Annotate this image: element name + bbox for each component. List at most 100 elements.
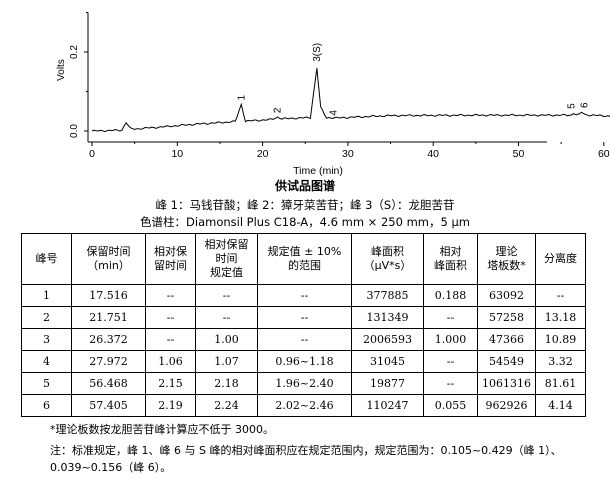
- table-row: 6 57.405 2.19 2.24 2.02~2.46 110247 0.055 96292…: [21, 394, 586, 417]
- x-tick-label: 0: [89, 148, 95, 160]
- peak-label: 4: [329, 110, 340, 116]
- table-cell: 1.06: [145, 350, 196, 373]
- column-header: 分离度: [535, 233, 586, 285]
- x-tick-label: 40: [427, 148, 439, 160]
- chromatogram: 0.00.2010203040506070 123(S)456 Volts Ti…: [56, 12, 610, 177]
- table-row: 3 26.372 -- 1.00 -- 2006593 1.000 47366 10.89: [21, 328, 586, 351]
- table-body: 1 17.516 -- -- -- 377885 0.188 63092 -- 2 21.751 --…: [21, 284, 586, 417]
- column-header: 相对保 留时间: [145, 233, 196, 285]
- table-cell: 31045: [351, 350, 424, 373]
- table-cell: 5: [21, 372, 72, 395]
- table-cell: 56.468: [71, 372, 146, 395]
- table-cell: 1.07: [195, 350, 258, 373]
- table-cell: --: [195, 284, 258, 307]
- column-header-line: 理论: [495, 245, 518, 258]
- column-info: 色谱柱：Diamonsil Plus C18-A，4.6 mm × 250 mm…: [140, 215, 470, 229]
- table-cell: 4.14: [535, 394, 586, 417]
- table-cell: 3.32: [535, 350, 586, 373]
- x-tick-label: 60: [598, 148, 610, 160]
- x-axis-label: Time (min): [293, 165, 343, 177]
- table-cell: 0.188: [423, 284, 478, 307]
- table-cell: --: [257, 306, 352, 329]
- results-table: 峰号 保留时间 （min） 相对保 留时间 相对保留 时间 规定值 规定值 ± 10% 的范围 峰面…: [21, 233, 586, 417]
- table-cell: 21.751: [71, 306, 146, 329]
- table-cell: 2.24: [195, 394, 258, 417]
- table-cell: --: [423, 372, 478, 395]
- table-cell: 10.89: [535, 328, 586, 351]
- table-cell: 26.372: [71, 328, 146, 351]
- column-header-line: 规定值: [210, 266, 243, 279]
- table-cell: --: [145, 306, 196, 329]
- table-row: 5 56.468 2.15 2.18 1.96~2.40 19877 -- 1061316 81…: [21, 372, 586, 395]
- table-row: 1 17.516 -- -- -- 377885 0.188 63092 --: [21, 284, 586, 307]
- column-header-line: 时间: [215, 252, 238, 265]
- table-cell: 2006593: [351, 328, 424, 351]
- table-row: 4 27.972 1.06 1.07 0.96~1.18 31045 -- 54549 3.32: [21, 350, 586, 373]
- table-cell: 1061316: [477, 372, 536, 395]
- table-cell: 0.055: [423, 394, 478, 417]
- table-cell: 81.61: [535, 372, 586, 395]
- x-tick-label: 30: [342, 148, 354, 160]
- table-cell: 2.15: [145, 372, 196, 395]
- table-cell: 19877: [351, 372, 424, 395]
- column-header-line: 相对保留: [204, 238, 249, 251]
- table-cell: 131349: [351, 306, 424, 329]
- table-cell: --: [145, 328, 196, 351]
- table-cell: 2: [21, 306, 72, 329]
- table-cell: 4: [21, 350, 72, 373]
- column-header-line: （μV*s）: [363, 259, 412, 272]
- table-cell: 377885: [351, 284, 424, 307]
- table-cell: 962926: [477, 394, 536, 417]
- table-cell: --: [535, 284, 586, 307]
- table-cell: 1.00: [195, 328, 258, 351]
- column-header-line: 峰面积: [371, 245, 404, 258]
- table-cell: --: [195, 306, 258, 329]
- table-cell: 2.18: [195, 372, 258, 395]
- peak-label: 2: [273, 107, 284, 113]
- figure-title: 供试品图谱: [274, 179, 335, 193]
- table-cell: 27.972: [71, 350, 146, 373]
- chromatogram-trace: [91, 68, 610, 133]
- column-header: 峰号: [21, 233, 72, 285]
- table-cell: --: [423, 350, 478, 373]
- table-cell: 54549: [477, 350, 536, 373]
- table-cell: --: [257, 284, 352, 307]
- table-cell: 110247: [351, 394, 424, 417]
- column-header: 峰面积 （μV*s）: [351, 233, 424, 285]
- table-cell: 6: [21, 394, 72, 417]
- table-cell: 13.18: [535, 306, 586, 329]
- column-header: 规定值 ± 10% 的范围: [257, 233, 352, 285]
- table-cell: 57.405: [71, 394, 146, 417]
- column-header-line: 规定值 ± 10%: [267, 245, 342, 258]
- peak-label: 3(S): [312, 43, 323, 62]
- column-header-line: 峰面积: [434, 259, 467, 272]
- table-cell: --: [423, 306, 478, 329]
- column-header-line: 保留时间: [86, 245, 131, 258]
- table-cell: 63092: [477, 284, 536, 307]
- table-cell: --: [257, 328, 352, 351]
- column-header: 相对 峰面积: [423, 233, 478, 285]
- table-cell: --: [145, 284, 196, 307]
- table-cell: 17.516: [71, 284, 146, 307]
- column-header-line: （min）: [87, 259, 130, 272]
- column-header: 保留时间 （min）: [71, 233, 146, 285]
- y-tick-label: 0.2: [69, 45, 80, 59]
- column-header-line: 分离度: [544, 252, 577, 265]
- table-cell: 1: [21, 284, 72, 307]
- peak-identification: 峰 1：马钱苷酸；峰 2：獐牙菜苦苷；峰 3（S）：龙胆苦苷: [155, 198, 455, 212]
- table-header-row: 峰号 保留时间 （min） 相对保 留时间 相对保留 时间 规定值 规定值 ± 10% 的范围 峰面…: [21, 233, 586, 285]
- x-tick-label: 50: [513, 148, 525, 160]
- table-cell: 1.96~2.40: [257, 372, 352, 395]
- column-header-line: 留时间: [154, 259, 187, 272]
- peak-labels: 1 2 3(S) 4 5 6: [236, 43, 590, 116]
- table-cell: 1.000: [423, 328, 478, 351]
- table-cell: 3: [21, 328, 72, 351]
- column-header-line: 的范围: [288, 259, 321, 272]
- column-header-line: 塔板数*: [487, 259, 526, 272]
- specification-note: 注：标准规定，峰 1、峰 6 与 S 峰的相对峰面积应在规定范围内，规定范围为：…: [50, 444, 562, 474]
- table-cell: 2.02~2.46: [257, 394, 352, 417]
- x-tick-label: 10: [171, 148, 183, 160]
- column-header: 相对保留 时间 规定值: [195, 233, 258, 285]
- plate-number-note: *理论板数按龙胆苦苷峰计算应不低于 3000。: [50, 423, 274, 436]
- column-header-line: 相对保: [154, 245, 187, 258]
